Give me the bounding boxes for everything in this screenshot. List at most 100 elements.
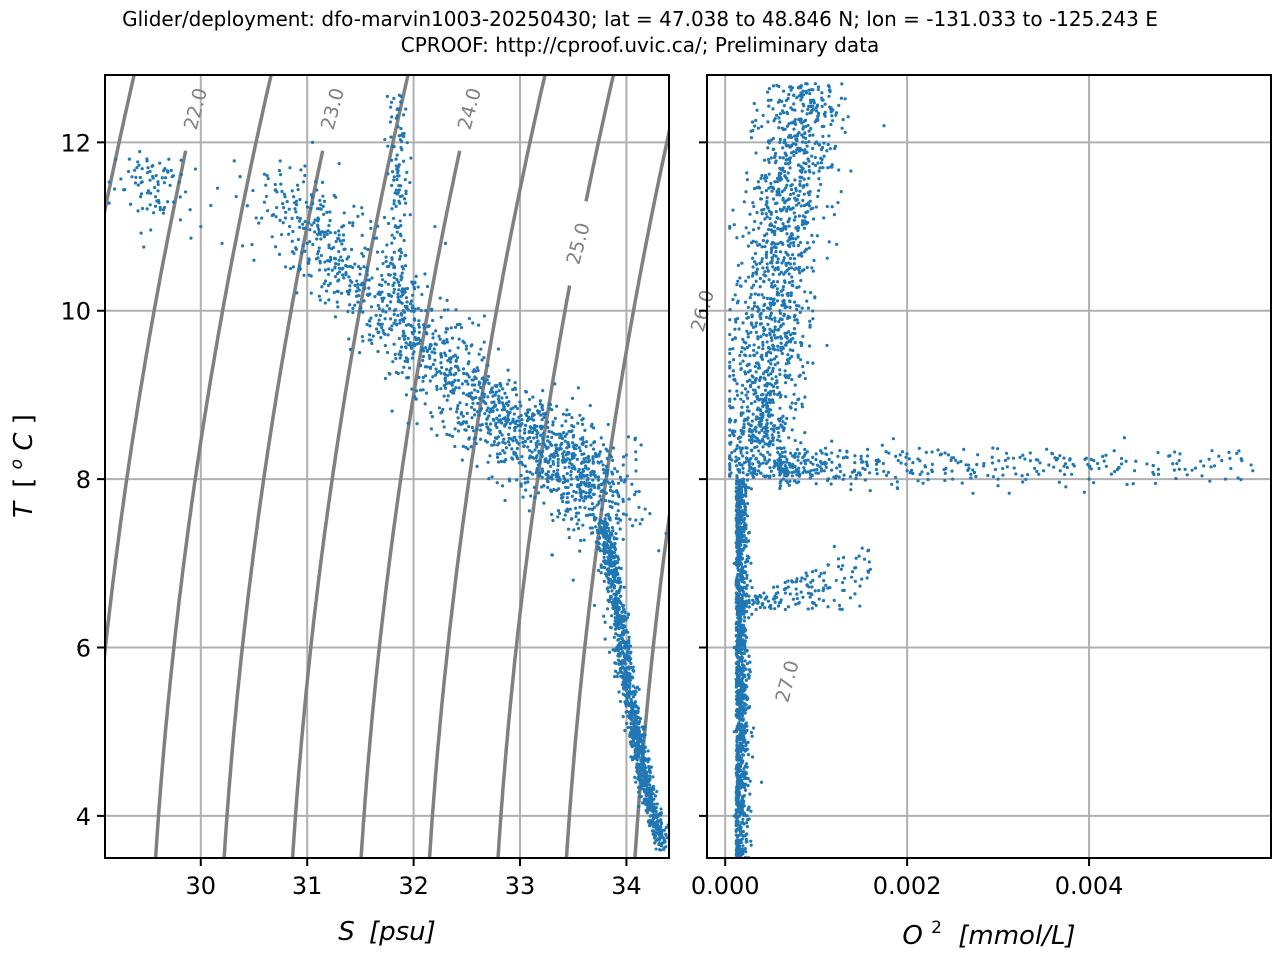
ts-data-point (539, 433, 543, 437)
ts-data-point (394, 204, 398, 208)
oxygen-data-point (810, 266, 814, 270)
oxygen-data-point (747, 469, 751, 473)
oxygen-data-point (739, 678, 743, 682)
ts-data-point (444, 353, 448, 358)
oxygen-data-point (747, 616, 751, 620)
oxygen-data-point (747, 601, 751, 605)
ts-data-point (445, 398, 449, 402)
ts-data-point (209, 203, 213, 208)
ts-data-point (523, 423, 528, 427)
oxygen-data-point (748, 670, 752, 674)
oxygen-data-point (740, 346, 744, 350)
oxygen-data-point (790, 266, 794, 270)
ts-data-point (640, 517, 644, 522)
oxygen-data-point (738, 571, 743, 576)
oxygen-data-point (751, 271, 755, 275)
ts-data-point (264, 194, 269, 199)
ts-data-point (417, 375, 421, 379)
ts-data-point (307, 258, 311, 262)
ts-data-point (590, 502, 595, 506)
ts-data-point (618, 527, 622, 531)
oxygen-data-point (741, 321, 745, 325)
oxygen-data-point (743, 539, 747, 544)
oxygen-data-point (740, 655, 744, 659)
ts-data-point (423, 402, 427, 406)
ts-data-point (614, 669, 618, 673)
ts-data-point (540, 469, 545, 473)
ts-data-point (659, 848, 663, 852)
oxygen-data-point (782, 104, 786, 108)
oxygen-data-point (743, 524, 747, 528)
ts-data-point (150, 164, 154, 169)
ts-data-point (419, 308, 423, 313)
ts-data-point (602, 565, 606, 569)
oxygen-data-point (743, 783, 747, 787)
oxygen-data-point (766, 157, 771, 162)
ts-data-point (567, 412, 571, 417)
ts-data-point (619, 667, 623, 671)
oxygen-data-point (785, 341, 789, 345)
ts-data-point (596, 547, 600, 551)
ts-data-point (652, 802, 656, 806)
oxygen-data-point (744, 635, 749, 640)
oxygen-data-point (776, 392, 780, 397)
ts-data-point (624, 453, 628, 457)
ts-data-point (616, 502, 620, 506)
ts-data-point (653, 794, 658, 798)
oxygen-data-point (820, 104, 824, 108)
oxygen-data-point (792, 243, 796, 248)
ts-data-point (424, 374, 428, 378)
oxygen-data-point (801, 198, 805, 203)
ts-data-point (536, 463, 540, 467)
ts-y-tick-label: 8 (76, 466, 91, 494)
ts-data-point (146, 166, 150, 170)
ts-data-point (628, 517, 632, 521)
ts-data-point (392, 199, 396, 203)
oxygen-data-point (779, 270, 783, 274)
oxygen-data-point (826, 84, 831, 88)
ts-data-point (627, 497, 631, 501)
ts-data-point (562, 518, 566, 522)
oxygen-data-point (740, 774, 744, 779)
oxygen-data-point (737, 497, 741, 502)
ts-data-point (107, 180, 111, 184)
oxygen-data-point (767, 172, 771, 176)
oxygen-data-point (740, 663, 745, 667)
oxygen-data-point (762, 332, 766, 336)
oxygen-data-point (743, 347, 747, 351)
oxygen-data-point (753, 400, 757, 404)
oxygen-data-point (777, 434, 781, 438)
oxygen-data-point (785, 183, 789, 187)
ts-data-point (333, 315, 338, 319)
ts-data-point (514, 454, 518, 458)
oxygen-data-point (738, 585, 742, 589)
oxygen-data-point (793, 178, 797, 182)
oxygen-data-point (776, 344, 780, 348)
ts-data-point (631, 668, 635, 672)
ts-data-point (423, 272, 427, 276)
ts-data-point (388, 372, 392, 376)
ts-data-point (400, 275, 404, 279)
ts-data-point (424, 391, 429, 395)
ts-data-point (619, 594, 623, 598)
oxygen-data-point (736, 436, 740, 441)
oxygen-data-point (736, 846, 741, 850)
ts-data-point (431, 336, 435, 340)
ts-data-point (140, 167, 144, 171)
oxygen-data-point (797, 268, 801, 272)
oxygen-data-point (830, 119, 835, 123)
ts-data-point (304, 200, 308, 204)
ts-data-point (660, 841, 664, 845)
oxygen-data-point (728, 224, 732, 229)
ts-data-point (637, 790, 641, 794)
ts-data-point (624, 688, 628, 692)
oxygen-data-point (767, 227, 771, 232)
ts-data-point (504, 401, 509, 405)
ts-data-point (613, 627, 618, 631)
oxygen-data-point (821, 134, 825, 139)
ts-data-point (549, 475, 554, 479)
oxygen-data-point (801, 364, 805, 369)
oxygen-data-point (774, 254, 778, 258)
ts-data-point (490, 475, 494, 479)
oxygen-data-point (735, 738, 739, 742)
